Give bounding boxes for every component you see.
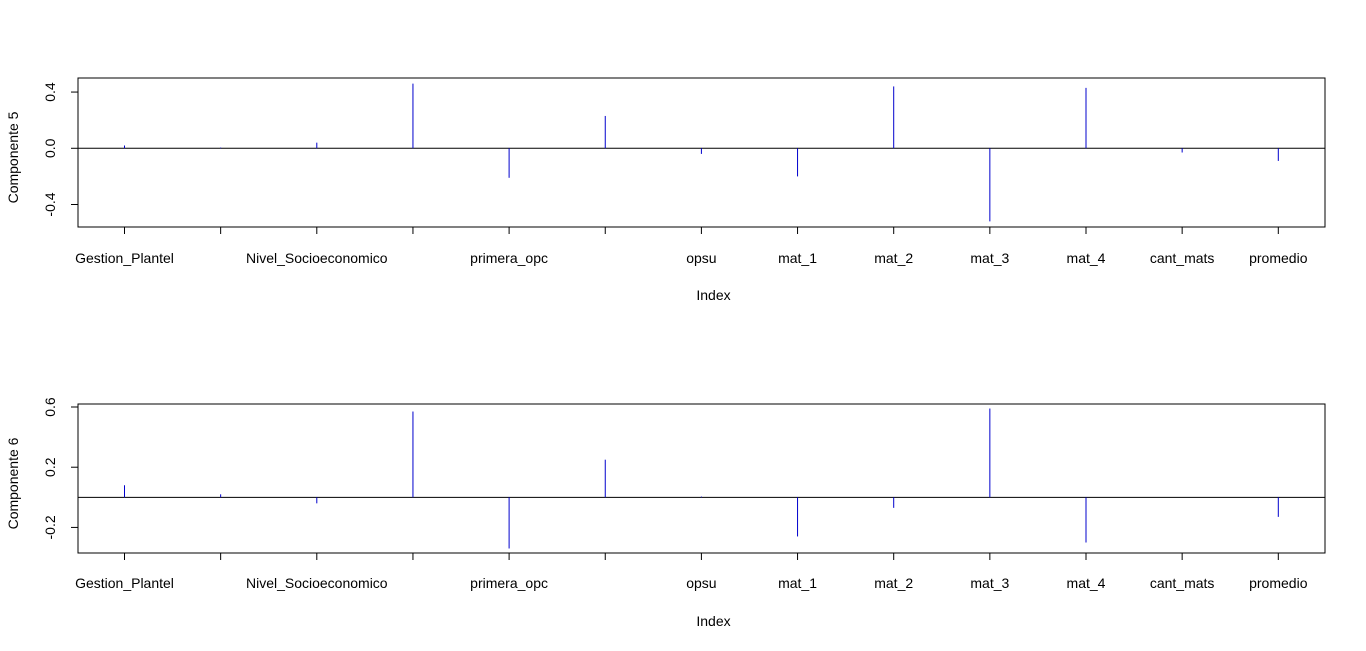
x-tick-label: mat_1 xyxy=(778,575,817,591)
x-tick-label: Nivel_Socioeconomico xyxy=(246,250,388,266)
x-tick-label: mat_3 xyxy=(970,250,1009,266)
x-tick-label: cant_mats xyxy=(1150,250,1215,266)
x-tick-label: cant_mats xyxy=(1150,575,1215,591)
x-tick-label: Gestion_Plantel xyxy=(75,575,174,591)
x-tick-label: Nivel_Socioeconomico xyxy=(246,575,388,591)
x-tick-label: promedio xyxy=(1249,250,1308,266)
y-tick-label: 0.4 xyxy=(42,82,58,102)
x-axis-title: Index xyxy=(696,287,730,303)
x-tick-label: opsu xyxy=(686,250,716,266)
y-tick-label: -0.4 xyxy=(42,192,58,216)
x-tick-label: mat_2 xyxy=(874,250,913,266)
x-tick-label: primera_opc xyxy=(470,575,548,591)
x-tick-label: mat_4 xyxy=(1067,250,1106,266)
panel-1: Gestion_Plantel Nivel_Socioeconomico prime… xyxy=(5,77,1326,303)
x-tick-label: mat_3 xyxy=(970,575,1009,591)
x-tick-label: opsu xyxy=(686,575,716,591)
x-tick-label: promedio xyxy=(1249,575,1308,591)
x-tick-label: mat_4 xyxy=(1067,575,1106,591)
y-tick-label: -0.2 xyxy=(42,515,58,539)
x-tick-label: mat_2 xyxy=(874,575,913,591)
y-tick-label: 0.2 xyxy=(42,457,58,477)
y-tick-label: 0.0 xyxy=(42,138,58,158)
y-axis-title: Componente 6 xyxy=(5,437,21,529)
x-tick-label: primera_opc xyxy=(470,250,548,266)
x-axis-title: Index xyxy=(696,613,730,629)
x-tick-label: mat_1 xyxy=(778,250,817,266)
panel-2: Gestion_Plantel Nivel_Socioeconomico prime… xyxy=(5,397,1326,629)
plot-frame xyxy=(77,403,1326,554)
x-tick-label: Gestion_Plantel xyxy=(75,250,174,266)
y-axis-title: Componente 5 xyxy=(5,111,21,203)
y-tick-label: 0.6 xyxy=(42,397,58,417)
